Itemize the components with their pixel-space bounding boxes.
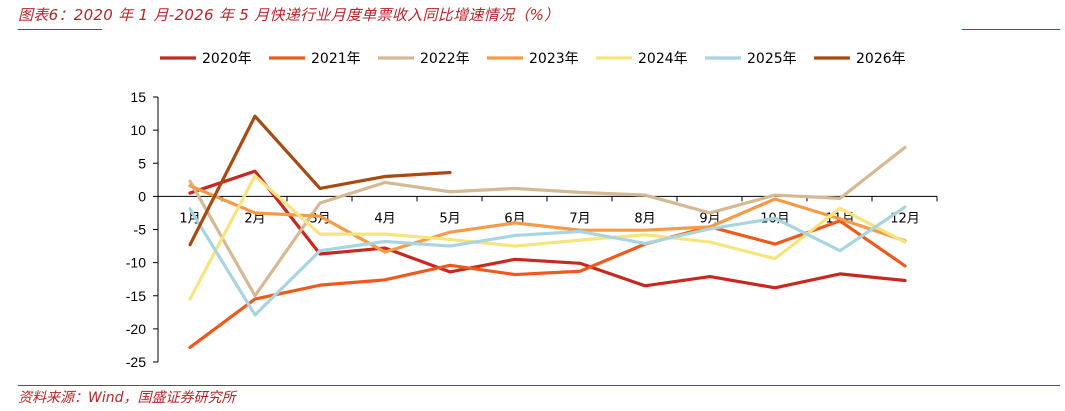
x-tick-label: 12月	[890, 211, 920, 226]
series-line-2024年	[188, 174, 907, 301]
title-rule-left	[18, 29, 102, 30]
source-rule	[18, 385, 1060, 386]
series-line-2020年	[188, 169, 907, 290]
legend-label: 2023年	[529, 51, 579, 67]
y-tick-label: 10	[130, 122, 146, 138]
legend-label: 2022年	[420, 51, 470, 67]
series-line-2022年	[188, 145, 907, 298]
y-tick-label: 15	[130, 89, 146, 105]
legend: 2020年 2021年 2022年 2023年 2024年 2025年 2026年	[160, 51, 906, 67]
y-tick-label: -5	[134, 222, 147, 238]
y-tick-label: 5	[138, 155, 146, 171]
legend-label: 2021年	[311, 51, 361, 67]
chart-title: 图表6：2020 年 1 月-2026 年 5 月快递行业月度单票收入同比增速情…	[18, 6, 560, 24]
x-tick-label: 9月	[699, 211, 720, 226]
x-tick-label: 7月	[569, 211, 590, 226]
legend-label: 2025年	[747, 51, 797, 67]
x-tick-label: 5月	[439, 211, 460, 226]
series-line-2021年	[188, 219, 907, 350]
series-lines	[188, 114, 907, 350]
series-line-2025年	[188, 205, 907, 317]
title-rule-right	[962, 29, 1060, 30]
x-tick-label: 8月	[634, 211, 655, 226]
y-tick-label: -20	[126, 321, 146, 337]
legend-label: 2020年	[202, 51, 252, 67]
series-line-2026年	[188, 114, 452, 247]
x-tick-label: 4月	[374, 211, 395, 226]
series-line-2023年	[188, 184, 907, 254]
y-tick-label: 0	[138, 188, 146, 204]
y-tick-label: -25	[126, 354, 146, 370]
y-tick-label: -10	[126, 255, 146, 271]
legend-label: 2024年	[638, 51, 688, 67]
x-tick-label: 2月	[244, 211, 265, 226]
source-note: 资料来源：Wind，国盛证券研究所	[18, 390, 236, 406]
y-tick-label: -15	[126, 288, 146, 304]
legend-label: 2026年	[856, 51, 906, 67]
